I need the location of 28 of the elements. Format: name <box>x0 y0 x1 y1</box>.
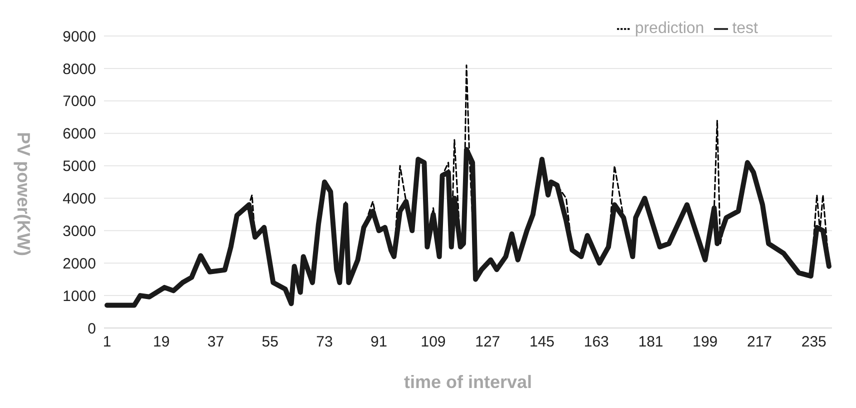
y-tick-label: 8000 <box>62 60 96 78</box>
legend-label: prediction <box>634 20 704 37</box>
x-axis-title: time of interval <box>404 372 532 392</box>
y-tick-label: 1000 <box>62 288 96 305</box>
x-tick-label: 145 <box>529 334 555 351</box>
x-tick-label: 109 <box>420 334 446 351</box>
y-tick-label: 0 <box>88 320 96 338</box>
y-axis-title: PV power(KW) <box>14 132 34 256</box>
x-tick-label: 91 <box>370 334 388 351</box>
y-tick-label: 4000 <box>62 190 96 208</box>
x-tick-label: 37 <box>207 334 224 351</box>
x-tick-label: 127 <box>475 334 500 351</box>
x-tick-label: 1 <box>102 334 112 351</box>
x-tick-label: 199 <box>692 334 718 351</box>
x-tick-label: 19 <box>153 334 170 351</box>
legend-label: test <box>732 20 758 37</box>
x-tick-label: 217 <box>746 334 772 351</box>
x-tick-label: 55 <box>262 334 278 351</box>
y-tick-label: 2000 <box>62 255 96 272</box>
x-tick-label: 163 <box>584 334 609 351</box>
y-tick-label: 3000 <box>62 222 96 240</box>
y-tick-label: 7000 <box>62 93 96 110</box>
x-tick-label: 235 <box>801 334 826 351</box>
y-tick-label: 6000 <box>62 126 96 143</box>
y-tick-label: 5000 <box>62 158 96 176</box>
x-tick-label: 181 <box>638 334 664 351</box>
y-tick-label: 9000 <box>62 28 96 46</box>
x-tick-label: 73 <box>316 334 333 351</box>
